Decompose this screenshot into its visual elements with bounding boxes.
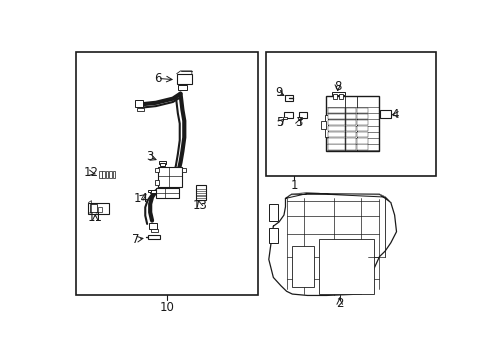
Text: 10: 10 [160,301,174,314]
Bar [109,171,112,179]
Bar [97,207,102,212]
Bar [327,126,344,131]
Bar [282,117,286,119]
Bar [318,239,373,294]
Bar [357,126,367,131]
Bar [327,132,344,138]
Bar [149,223,157,229]
Text: 3: 3 [295,116,302,129]
Bar [338,94,342,99]
Bar [326,96,379,151]
Bar [357,144,367,150]
Bar [291,246,314,287]
Bar [90,204,97,212]
Bar [346,132,356,138]
Bar [327,108,344,113]
Bar [265,51,435,176]
Bar [320,121,326,129]
Bar [155,168,159,172]
Bar [346,108,356,113]
Text: 9: 9 [275,86,282,99]
Bar [297,117,301,119]
Polygon shape [268,193,396,296]
Bar [102,171,105,179]
Bar [346,144,356,150]
Bar [147,235,159,239]
Bar [357,114,367,119]
Bar [346,120,356,125]
Bar [182,168,186,172]
Text: 11: 11 [87,211,102,224]
Bar [346,126,356,131]
Bar [268,228,278,243]
Text: 12: 12 [84,166,99,179]
Bar [178,85,187,90]
Bar [331,92,345,95]
Text: 7: 7 [132,233,140,246]
Bar [357,108,367,113]
Bar [357,120,367,125]
Bar [327,114,344,119]
Text: 14: 14 [133,192,148,205]
Bar [135,100,143,107]
Bar [327,144,344,150]
Bar [76,51,258,296]
Polygon shape [285,193,390,203]
Bar [346,114,356,119]
Text: 13: 13 [193,199,207,212]
Bar [299,112,307,118]
Bar [155,180,159,185]
Bar [380,110,390,118]
Bar [327,120,344,125]
Bar [357,138,367,144]
Bar [156,188,178,198]
Text: 3: 3 [146,150,154,163]
Bar [150,190,158,193]
Bar [99,171,102,179]
Bar [195,185,206,200]
Bar [324,115,327,138]
Text: 6: 6 [154,72,161,85]
Bar [357,132,367,138]
Text: 4: 4 [391,108,398,121]
Bar [112,171,115,179]
Bar [327,138,344,144]
Text: 2: 2 [335,297,343,310]
Bar [159,161,165,164]
Bar [332,94,336,99]
Bar [284,95,292,102]
Text: 1: 1 [290,179,297,193]
Bar [346,138,356,144]
Text: 5: 5 [276,116,283,129]
Bar [160,163,164,166]
Bar [284,112,293,118]
Text: 8: 8 [333,80,341,93]
Bar [151,229,158,232]
Bar [105,171,108,179]
Bar [158,167,182,187]
Bar [88,203,109,214]
Bar [137,108,143,111]
Bar [268,204,278,221]
Bar [176,74,191,84]
Bar [147,190,151,192]
